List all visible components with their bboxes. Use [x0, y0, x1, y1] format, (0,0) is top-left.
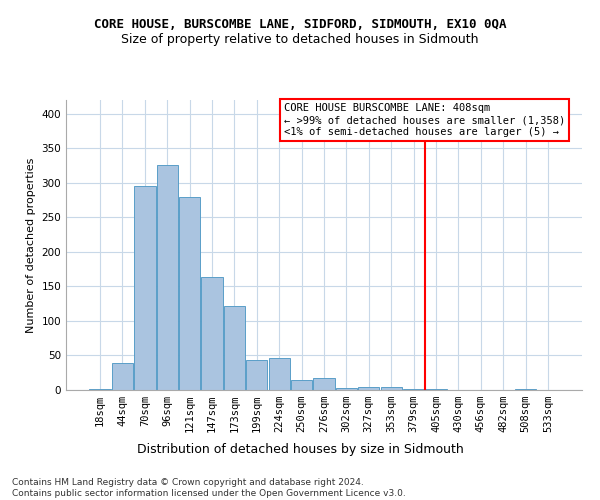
Bar	[515, 388, 536, 390]
Text: Contains HM Land Registry data © Crown copyright and database right 2024.
Contai: Contains HM Land Registry data © Crown c…	[12, 478, 406, 498]
Bar	[112, 363, 133, 390]
Y-axis label: Number of detached properties: Number of detached properties	[26, 158, 36, 332]
Text: Distribution of detached houses by size in Sidmouth: Distribution of detached houses by size …	[137, 442, 463, 456]
Bar	[380, 386, 402, 390]
Text: Size of property relative to detached houses in Sidmouth: Size of property relative to detached ho…	[121, 32, 479, 46]
Bar	[246, 360, 268, 390]
Bar	[425, 388, 446, 390]
Bar	[202, 277, 223, 390]
Bar	[134, 186, 155, 390]
Bar	[358, 386, 379, 390]
Text: CORE HOUSE, BURSCOMBE LANE, SIDFORD, SIDMOUTH, EX10 0QA: CORE HOUSE, BURSCOMBE LANE, SIDFORD, SID…	[94, 18, 506, 30]
Bar	[224, 306, 245, 390]
Bar	[179, 198, 200, 390]
Bar	[89, 388, 111, 390]
Bar	[336, 388, 357, 390]
Bar	[269, 358, 290, 390]
Text: CORE HOUSE BURSCOMBE LANE: 408sqm
← >99% of detached houses are smaller (1,358)
: CORE HOUSE BURSCOMBE LANE: 408sqm ← >99%…	[284, 104, 565, 136]
Bar	[157, 165, 178, 390]
Bar	[291, 380, 312, 390]
Bar	[403, 388, 424, 390]
Bar	[313, 378, 335, 390]
